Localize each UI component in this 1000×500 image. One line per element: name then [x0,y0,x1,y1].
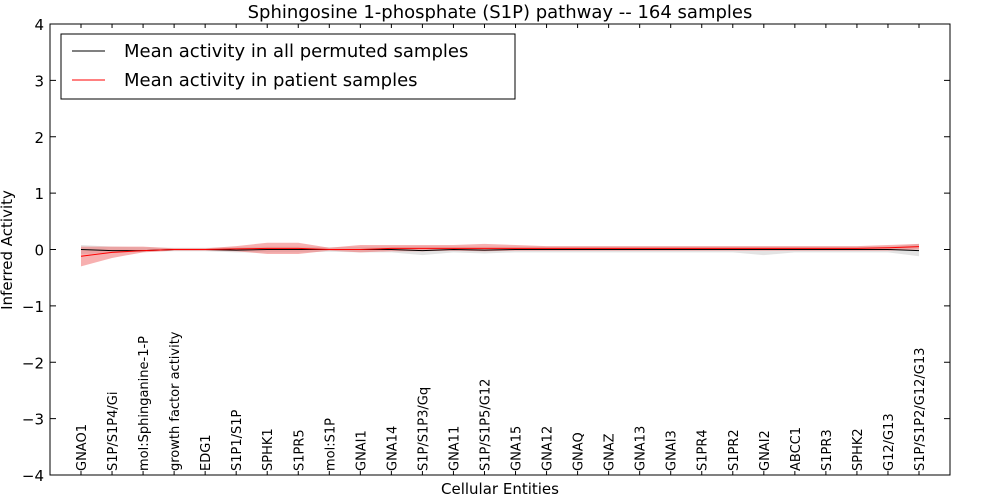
y-tick-label: 2 [34,129,44,147]
y-tick-label: 4 [34,16,44,34]
x-tick-label: S1PR3 [820,429,835,471]
x-tick-label: EDG1 [199,434,214,471]
legend-label-1: Mean activity in patient samples [124,70,418,91]
x-tick-label: growth factor activity [168,331,183,471]
x-tick-label: mol:S1P [323,418,338,471]
x-tick-label: GNA13 [634,426,649,471]
series-1-line [80,246,920,257]
y-tick-label: 0 [34,242,44,260]
legend: Mean activity in all permuted samples Mea… [60,33,516,100]
x-axis-ticks: GNAO1 S1P/S1P4/Gi mol:Sphinganine-1-P growt… [75,24,928,475]
x-tick-label: S1PR4 [696,429,711,471]
series-1-band [81,242,919,267]
x-tick-label: GNAZ [603,433,618,471]
x-tick-label: ABCC1 [789,427,804,471]
chart-title: Sphingosine 1-phosphate (S1P) pathway --… [248,2,753,23]
x-tick-label: S1PR2 [727,429,742,471]
x-tick-label: GNA11 [447,426,462,471]
x-tick-label: GNA12 [541,426,556,471]
x-tick-label: GNAI2 [758,430,773,471]
x-tick-label: S1PR5 [292,429,307,471]
y-tick-label: −2 [22,354,44,372]
x-tick-label: S1P/S1P5/G12 [478,379,493,471]
plot-frame [49,23,951,476]
legend-box [60,33,516,100]
y-tick-label: −4 [22,467,44,485]
x-tick-label: G12/G13 [882,413,897,471]
y-tick-label: 1 [34,185,44,203]
x-tick-label: GNAI3 [665,430,680,471]
confidence-bands [81,242,919,267]
x-tick-label: GNAQ [572,432,587,471]
x-tick-label: SPHK1 [261,428,276,471]
y-tick-label: −3 [22,411,44,429]
x-tick-label: GNAO1 [75,424,90,471]
series-lines [80,246,920,257]
x-tick-label: mol:Sphinganine-1-P [137,336,152,471]
series-0-line [80,248,920,252]
legend-label-0: Mean activity in all permuted samples [124,41,468,62]
x-tick-label: GNA15 [510,426,525,471]
y-tick-label: −1 [22,298,44,316]
x-tick-label: S1P/S1P3/Gq [416,387,431,471]
y-tick-label: 3 [34,72,44,90]
x-axis-label: Cellular Entities [441,480,559,498]
x-tick-label: S1P1/S1P [230,409,245,471]
x-tick-label: GNAI1 [354,430,369,471]
x-tick-label: GNA14 [385,426,400,471]
x-tick-label: SPHK2 [851,428,866,471]
y-axis-label: Inferred Activity [0,190,16,310]
x-tick-label: S1P/S1P4/Gi [106,392,121,471]
x-tick-label: S1P/S1P2/G12/G13 [913,348,928,471]
y-axis-ticks: 4 3 2 1 0 −1 −2 −3 −4 [22,16,950,485]
